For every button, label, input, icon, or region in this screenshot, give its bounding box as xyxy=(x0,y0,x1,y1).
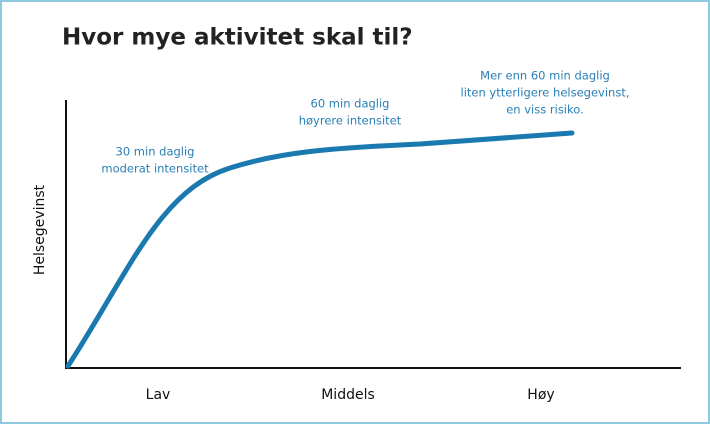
x-label: Høy xyxy=(527,387,554,403)
annotation-line: Mer enn 60 min daglig xyxy=(480,69,610,83)
annotation-line: 60 min daglig xyxy=(311,97,390,111)
annotation-line: 30 min daglig xyxy=(116,145,195,159)
annotation-line: liten ytterligere helsegevinst, xyxy=(461,86,630,100)
annotation-line: høyrere intensitet xyxy=(299,114,402,128)
x-label: Middels xyxy=(321,387,375,403)
chart-title: Hvor mye aktivitet skal til? xyxy=(62,25,413,51)
y-axis-label: Helsegevinst xyxy=(32,184,48,275)
x-label: Lav xyxy=(146,387,171,403)
annotation-line: en viss risiko. xyxy=(506,103,584,117)
annotation-line: moderat intensitet xyxy=(101,162,209,176)
curve xyxy=(65,130,575,369)
